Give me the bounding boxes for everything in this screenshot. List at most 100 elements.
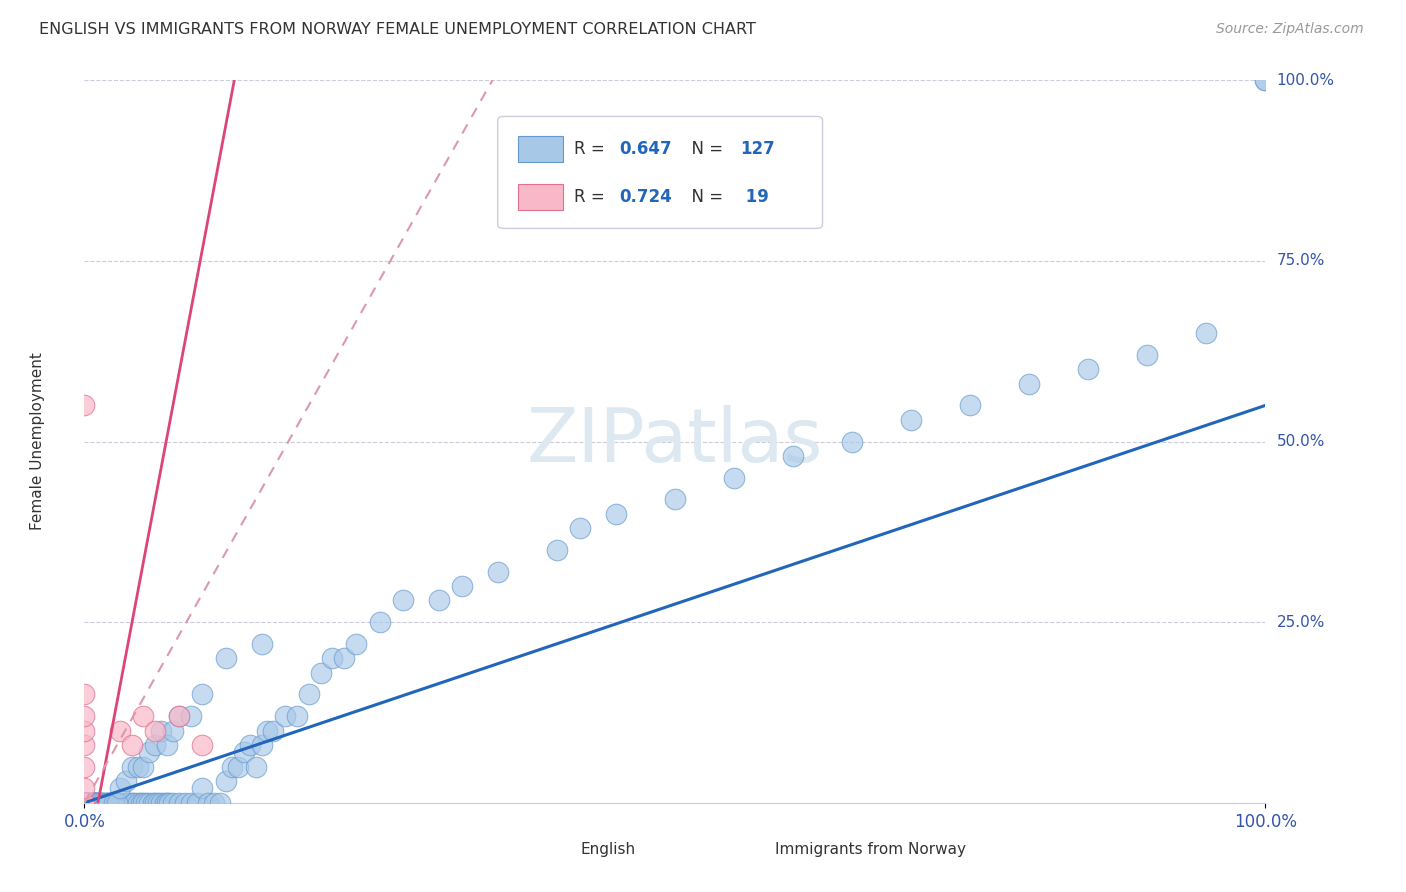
Point [73, 723, 96, 738]
Point [73, 796, 96, 810]
Text: R =: R = [575, 140, 610, 158]
Point [73, 796, 96, 810]
Text: 25.0%: 25.0% [1277, 615, 1324, 630]
Point [232, 745, 254, 759]
Point [122, 796, 145, 810]
Point [368, 615, 391, 630]
Point [76, 796, 98, 810]
Point [84, 796, 107, 810]
Point [108, 781, 131, 796]
Point [321, 651, 343, 665]
Point [73, 796, 96, 810]
Point [191, 687, 214, 701]
Text: Female Unemployment: Female Unemployment [30, 352, 45, 531]
Point [135, 796, 157, 810]
Point [83, 796, 105, 810]
Point [73, 796, 96, 810]
Text: 50.0%: 50.0% [1277, 434, 1324, 449]
Point [103, 796, 125, 810]
Point [162, 796, 184, 810]
FancyBboxPatch shape [533, 838, 571, 863]
Text: 0.647: 0.647 [620, 140, 672, 158]
Point [73, 796, 96, 810]
Point [91, 796, 114, 810]
Point [84, 796, 107, 810]
Point [180, 709, 202, 723]
Point [239, 738, 262, 752]
Point [114, 796, 136, 810]
Text: 127: 127 [740, 140, 775, 158]
Point [215, 774, 238, 789]
Point [186, 796, 208, 810]
Point [73, 796, 96, 810]
Point [569, 521, 592, 535]
Point [114, 774, 136, 789]
Point [250, 738, 273, 752]
Point [80, 796, 103, 810]
Point [89, 796, 111, 810]
Point [202, 796, 225, 810]
Point [132, 709, 155, 723]
Point [333, 651, 356, 665]
Point [157, 796, 180, 810]
Point [427, 593, 450, 607]
Point [167, 709, 190, 723]
Point [87, 796, 110, 810]
Point [73, 398, 96, 412]
Point [79, 796, 101, 810]
Point [1254, 73, 1277, 87]
Point [73, 796, 96, 810]
Point [108, 796, 131, 810]
Point [84, 796, 107, 810]
Point [91, 796, 114, 810]
Point [127, 760, 149, 774]
Point [132, 796, 155, 810]
Point [664, 492, 686, 507]
Point [107, 796, 129, 810]
Point [150, 796, 173, 810]
Point [75, 796, 97, 810]
Point [197, 796, 219, 810]
Point [138, 745, 160, 759]
Point [82, 796, 104, 810]
Point [82, 796, 104, 810]
Point [546, 542, 568, 557]
Point [111, 796, 134, 810]
Point [138, 796, 160, 810]
Point [146, 796, 169, 810]
Point [73, 796, 96, 810]
Point [841, 434, 863, 449]
Point [1195, 326, 1218, 340]
Point [94, 796, 117, 810]
Point [150, 723, 173, 738]
Point [959, 398, 981, 412]
Point [1136, 348, 1159, 362]
Point [156, 796, 179, 810]
FancyBboxPatch shape [517, 136, 562, 162]
Point [129, 796, 152, 810]
Point [1018, 376, 1040, 391]
Text: N =: N = [681, 140, 728, 158]
Text: 75.0%: 75.0% [1277, 253, 1324, 268]
Point [77, 796, 100, 810]
Point [73, 781, 96, 796]
Point [153, 796, 176, 810]
Point [256, 723, 278, 738]
Point [107, 796, 129, 810]
Point [121, 796, 143, 810]
Text: Immigrants from Norway: Immigrants from Norway [775, 842, 966, 857]
Point [221, 760, 243, 774]
Point [298, 687, 321, 701]
Point [84, 796, 107, 810]
Point [76, 796, 98, 810]
Point [1077, 362, 1099, 376]
Text: 0.724: 0.724 [620, 188, 672, 206]
Point [605, 507, 627, 521]
Point [108, 723, 131, 738]
Point [75, 796, 97, 810]
FancyBboxPatch shape [498, 116, 823, 228]
Point [75, 796, 97, 810]
Point [103, 796, 125, 810]
Point [83, 796, 105, 810]
Text: ENGLISH VS IMMIGRANTS FROM NORWAY FEMALE UNEMPLOYMENT CORRELATION CHART: ENGLISH VS IMMIGRANTS FROM NORWAY FEMALE… [39, 22, 756, 37]
